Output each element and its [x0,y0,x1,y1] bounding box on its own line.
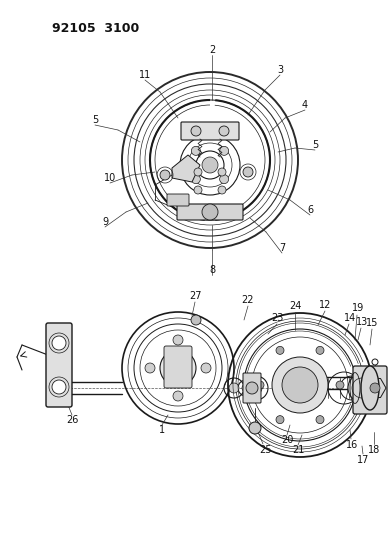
Text: 24: 24 [289,301,301,311]
Text: 92105  3100: 92105 3100 [52,22,139,35]
Ellipse shape [361,366,379,410]
Circle shape [229,383,239,393]
Circle shape [276,416,284,424]
Text: 16: 16 [346,440,358,450]
Text: 21: 21 [292,445,304,455]
Text: 17: 17 [357,455,369,465]
Circle shape [52,380,66,394]
Text: 13: 13 [356,317,368,327]
Text: 3: 3 [277,65,283,75]
Circle shape [336,381,344,389]
Circle shape [145,363,155,373]
Circle shape [160,350,196,386]
FancyBboxPatch shape [353,366,387,414]
FancyBboxPatch shape [181,122,239,140]
Circle shape [219,126,229,136]
Text: 5: 5 [312,140,318,150]
Text: 11: 11 [139,70,151,80]
Circle shape [370,383,380,393]
Circle shape [246,382,258,394]
Circle shape [201,363,211,373]
Text: 15: 15 [366,318,378,328]
FancyBboxPatch shape [164,346,192,388]
Text: 20: 20 [281,435,293,445]
Text: 5: 5 [92,115,98,125]
Circle shape [272,357,328,413]
Circle shape [358,378,378,398]
Circle shape [243,167,253,177]
FancyBboxPatch shape [243,373,261,403]
Text: 25: 25 [259,445,271,455]
Circle shape [316,416,324,424]
Circle shape [256,381,264,389]
Text: 12: 12 [319,300,331,310]
Circle shape [191,126,201,136]
Circle shape [202,204,218,220]
Circle shape [218,168,226,176]
Circle shape [191,315,201,325]
Text: 10: 10 [104,173,116,183]
Text: 7: 7 [279,243,285,253]
Circle shape [194,168,202,176]
Circle shape [348,374,376,402]
Circle shape [218,186,226,194]
FancyBboxPatch shape [167,194,189,206]
Text: 4: 4 [302,100,308,110]
Circle shape [160,170,170,180]
Text: 9: 9 [102,217,108,227]
Text: 6: 6 [307,205,313,215]
Text: 14: 14 [344,313,356,323]
Circle shape [276,346,284,354]
Circle shape [191,147,200,155]
Circle shape [242,384,250,392]
Circle shape [282,367,318,403]
FancyBboxPatch shape [46,323,72,407]
Text: 18: 18 [368,445,380,455]
Text: 27: 27 [189,291,201,301]
Circle shape [173,391,183,401]
Polygon shape [172,155,200,182]
Circle shape [191,175,200,184]
Circle shape [316,346,324,354]
Circle shape [202,157,218,173]
Circle shape [250,382,262,394]
Circle shape [168,358,188,378]
FancyBboxPatch shape [177,204,243,220]
Text: 8: 8 [209,265,215,275]
Text: 26: 26 [66,415,78,425]
Circle shape [220,147,229,155]
Circle shape [173,335,183,345]
Text: 19: 19 [352,303,364,313]
Text: 23: 23 [271,313,283,323]
Circle shape [52,336,66,350]
Text: 22: 22 [242,295,254,305]
Circle shape [249,422,261,434]
Text: 1: 1 [159,425,165,435]
Text: 2: 2 [209,45,215,55]
Circle shape [194,186,202,194]
Circle shape [220,175,229,184]
